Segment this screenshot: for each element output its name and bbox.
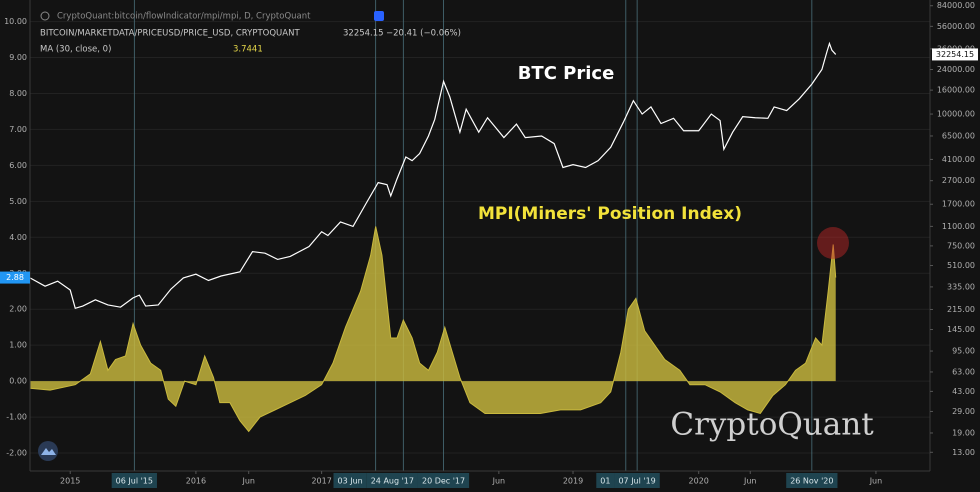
y2-tick-label: 145.00 bbox=[947, 325, 975, 334]
y-tick-label: 2.00 bbox=[9, 305, 27, 314]
y-tick-label: -2.00 bbox=[6, 449, 27, 458]
marker-label: 24 Aug '17 bbox=[366, 473, 418, 488]
marker-label-text: 06 Jul '15 bbox=[116, 477, 153, 486]
highlight-circle bbox=[817, 227, 849, 259]
marker-label-bg bbox=[596, 473, 615, 488]
y-tick-label: -1.00 bbox=[6, 413, 27, 422]
marker-label: 07 Jul '19 bbox=[614, 473, 660, 488]
x-tick-label: Jun bbox=[869, 477, 883, 486]
mpi-area bbox=[30, 226, 836, 432]
y2-tick-label: 95.00 bbox=[952, 347, 975, 356]
ma-value: 3.7441 bbox=[233, 45, 263, 55]
x-tick-label: Jun bbox=[743, 477, 757, 486]
marker-label-bg bbox=[366, 473, 418, 488]
marker-label-text: 26 Nov '20 bbox=[790, 477, 833, 486]
y2-tick-label: 19.00 bbox=[952, 428, 975, 437]
marker-label-bg bbox=[786, 473, 838, 488]
marker-label: 06 Jul '15 bbox=[111, 473, 157, 488]
y2-tick-label: 13.00 bbox=[952, 448, 975, 457]
tags: 2.88 32254.15 bbox=[0, 48, 978, 284]
marker-label-text: 24 Aug '17 bbox=[371, 477, 414, 486]
x-tick-label: 2016 bbox=[186, 477, 206, 486]
mpi-line bbox=[29, 226, 837, 433]
x-tick-label: Jun bbox=[241, 477, 255, 486]
y-tick-label: 1.00 bbox=[9, 341, 27, 350]
y2-tick-label: 10000.00 bbox=[937, 110, 975, 119]
y2-tick-label: 56000.00 bbox=[937, 22, 975, 31]
marker-label-bg bbox=[111, 473, 157, 488]
last-value-tag-bg bbox=[932, 48, 978, 61]
marker-label: 20 Dec '17 bbox=[417, 473, 470, 488]
marker-label-text: 03 Jun bbox=[337, 477, 362, 486]
x-tick-label: 2015 bbox=[60, 477, 80, 486]
y-tick-label: 6.00 bbox=[9, 161, 27, 170]
y2-tick-label: 24000.00 bbox=[937, 65, 975, 74]
symbol-title: BITCOIN/MARKETDATA/PRICEUSD/PRICE_USD, C… bbox=[40, 29, 300, 39]
marker-label-bg bbox=[333, 473, 367, 488]
marker-label-text: 07 Jul '19 bbox=[618, 477, 655, 486]
y2-tick-label: 335.00 bbox=[947, 282, 975, 291]
marker-label: 26 Nov '20 bbox=[786, 473, 838, 488]
annotation-btc: BTC Price bbox=[518, 63, 615, 84]
last-value-tag-bg bbox=[0, 271, 30, 284]
y2-tick-label: 1700.00 bbox=[942, 200, 975, 209]
marker-label-bg bbox=[417, 473, 470, 488]
y-tick-label: 4.00 bbox=[9, 233, 27, 242]
watermark: CryptoQuant bbox=[670, 407, 874, 443]
y-tick-label: 0.00 bbox=[9, 377, 27, 386]
price-line bbox=[29, 41, 837, 310]
study-icon bbox=[40, 11, 50, 21]
y2-tick-label: 4100.00 bbox=[942, 155, 975, 164]
y2-tick-label: 215.00 bbox=[947, 305, 975, 314]
x-tick-label: 2019 bbox=[563, 477, 583, 486]
marker-label: 01 bbox=[596, 473, 615, 488]
y-tick-label: 8.00 bbox=[9, 89, 27, 98]
y-tick-label: 10.00 bbox=[4, 17, 27, 26]
marker-label-text: 20 Dec '17 bbox=[422, 477, 465, 486]
y-tick-label: 5.00 bbox=[9, 197, 27, 206]
plot bbox=[29, 41, 837, 433]
y2-tick-label: 2700.00 bbox=[942, 176, 975, 185]
y2-tick-label: 510.00 bbox=[947, 261, 975, 270]
x-tick-label: 2020 bbox=[689, 477, 709, 486]
x-tick-label: 2017 bbox=[311, 477, 331, 486]
y2-tick-label: 63.00 bbox=[952, 367, 975, 376]
symbol-price: 32254.15 bbox=[343, 29, 384, 39]
y2-tick-label: 29.00 bbox=[952, 407, 975, 416]
y2-tick-label: 6500.00 bbox=[942, 131, 975, 140]
study-badge[interactable] bbox=[374, 11, 384, 21]
marker-label-bg bbox=[614, 473, 660, 488]
annotation-mpi: MPI(Miners' Position Index) bbox=[478, 204, 742, 224]
y2-tick-label: 43.00 bbox=[952, 387, 975, 396]
y-tick-label: 7.00 bbox=[9, 125, 27, 134]
last-value-tag: 2.88 bbox=[6, 273, 24, 282]
ma-title: MA (30, close, 0) bbox=[40, 45, 111, 55]
y2-tick-label: 84000.00 bbox=[937, 1, 975, 10]
y2-tick-label: 750.00 bbox=[947, 241, 975, 250]
x-tick-label: Jun bbox=[492, 477, 506, 486]
logo-glyph bbox=[41, 448, 56, 455]
study-title: CryptoQuant:bitcoin/flowIndicator/mpi/mp… bbox=[57, 12, 311, 22]
marker-label: 03 Jun bbox=[333, 473, 367, 488]
y2-tick-label: 16000.00 bbox=[937, 86, 975, 95]
y-tick-label: 9.00 bbox=[9, 53, 27, 62]
symbol-change: −20.41 (−0.06%) bbox=[386, 29, 461, 39]
last-value-tag: 32254.15 bbox=[936, 50, 974, 59]
y2-tick-label: 1100.00 bbox=[942, 222, 975, 231]
marker-label-text: 01 bbox=[600, 477, 610, 486]
